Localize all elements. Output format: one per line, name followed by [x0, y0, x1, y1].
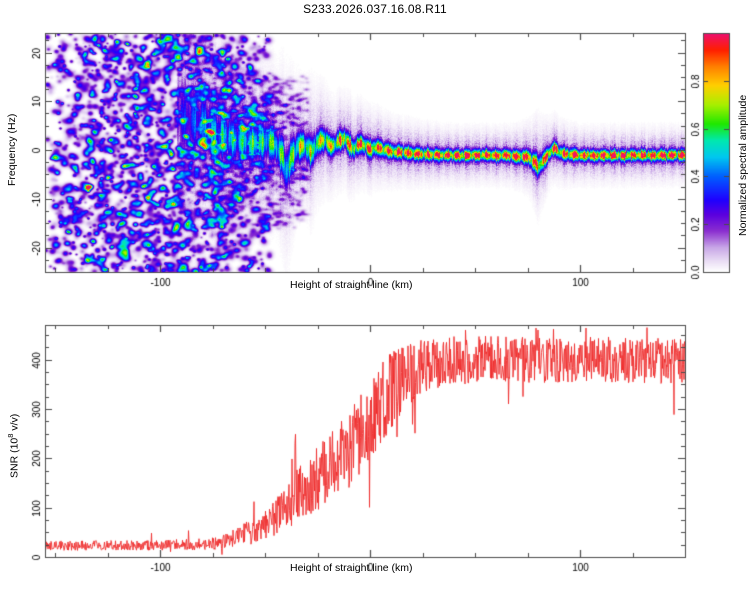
snr-yaxis-label-base: SNR (10 [8, 437, 21, 478]
spectrogram-yaxis-label: Frequency (Hz) [6, 113, 18, 186]
snr-xaxis-label: Height of straight line (km) [290, 562, 413, 574]
snr-yaxis-label-unit: v/v) [8, 413, 21, 434]
spectrogram-xaxis-label: Height of straight line (km) [290, 279, 413, 291]
snr-yaxis-label: SNR (108 v/v) [6, 414, 21, 478]
snr-yaxis-label-exponent: 8 [6, 433, 15, 438]
colorbar-label: Normalized spectral amplitude [737, 94, 749, 236]
